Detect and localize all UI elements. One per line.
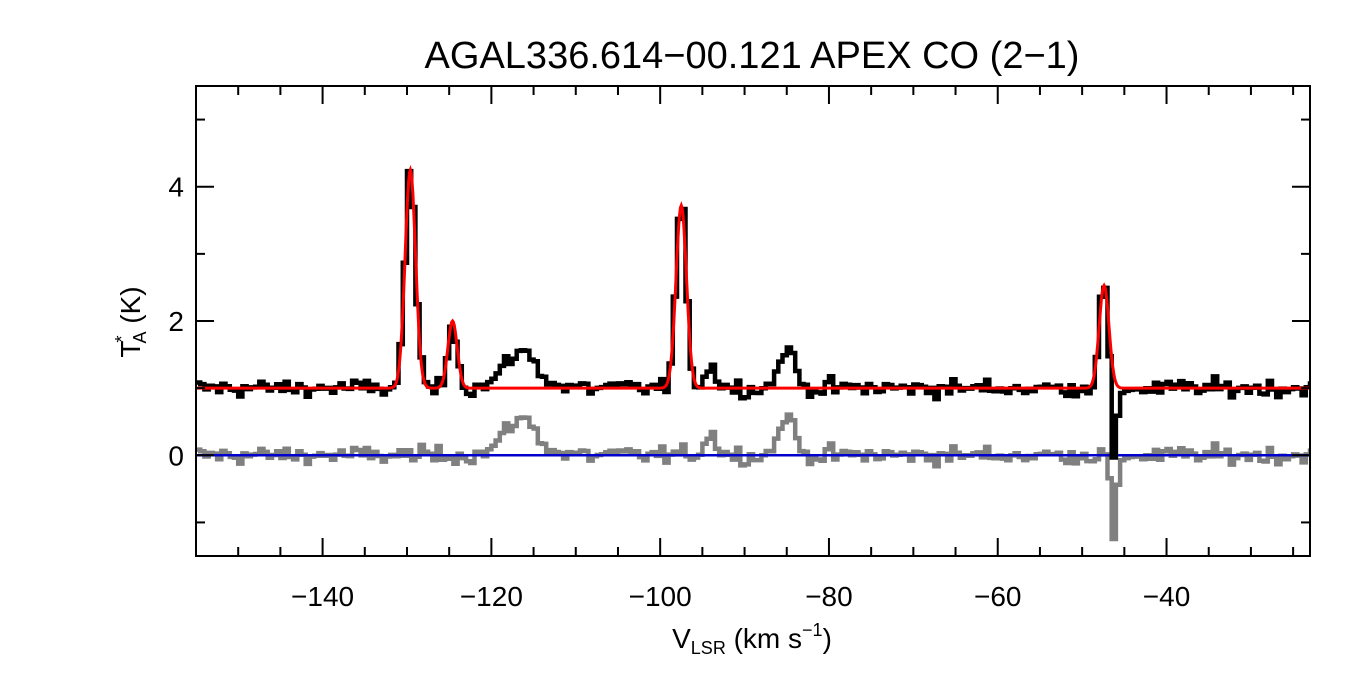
axis-ticks <box>196 86 1310 556</box>
y-tick-label: 4 <box>168 172 184 203</box>
observed-spectrum-line <box>196 168 1310 460</box>
x-tick-label: −140 <box>291 581 354 612</box>
x-tick-label: −100 <box>629 581 692 612</box>
x-tick-label: −80 <box>805 581 853 612</box>
chart-title: AGAL336.614−00.121 APEX CO (2−1) <box>425 35 1080 77</box>
residual-spectrum-line <box>196 412 1310 542</box>
x-tick-label: −60 <box>974 581 1022 612</box>
gaussian-fit-line <box>196 164 1310 390</box>
x-tick-label: −40 <box>1143 581 1191 612</box>
y-tick-label: 0 <box>168 440 184 471</box>
x-axis-label: VLSR (km s−1) <box>672 620 832 658</box>
y-axis-label: T*A (K) <box>112 286 150 357</box>
y-tick-label: 2 <box>168 306 184 337</box>
x-tick-label: −120 <box>460 581 523 612</box>
plot-frame <box>195 85 1311 557</box>
axis-tick-labels: −140 −120 −100 −80 −60 −40 0 2 4 <box>168 172 1190 612</box>
